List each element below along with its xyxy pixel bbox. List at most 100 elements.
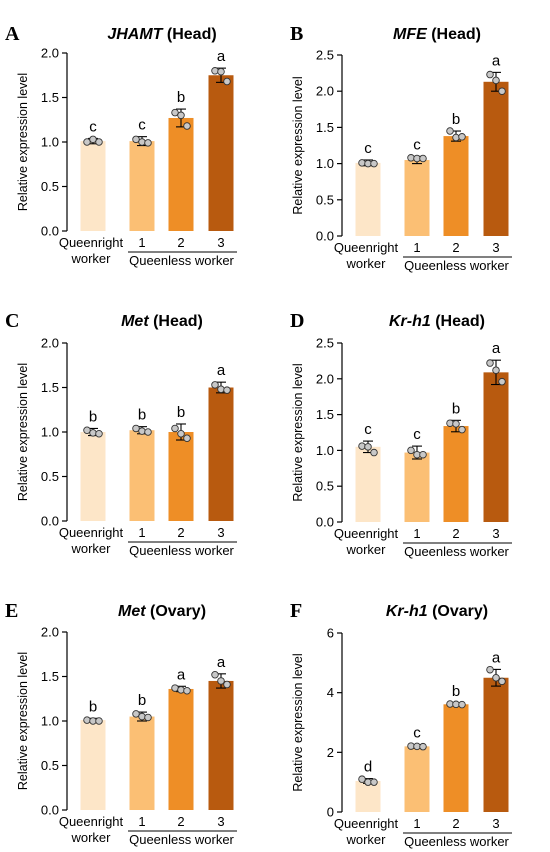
data-point bbox=[223, 77, 231, 86]
data-point bbox=[183, 122, 191, 130]
x-tick-label: 2 bbox=[177, 814, 184, 829]
y-tick-label: 1.5 bbox=[41, 669, 59, 684]
data-point bbox=[217, 67, 225, 76]
bar bbox=[168, 432, 194, 521]
bar bbox=[483, 372, 509, 522]
y-tick-label: 1.0 bbox=[41, 425, 59, 440]
significance-letter: b bbox=[138, 692, 146, 709]
x-tick-label: 2 bbox=[452, 240, 459, 255]
x-tick-label: 3 bbox=[217, 235, 224, 250]
significance-letter: b bbox=[138, 407, 146, 424]
significance-letter: b bbox=[177, 89, 185, 106]
data-point bbox=[407, 154, 415, 162]
data-point bbox=[486, 70, 494, 79]
x-label-worker: worker bbox=[345, 256, 386, 271]
data-point bbox=[144, 139, 152, 147]
x-label-queenright: Queenright bbox=[59, 525, 124, 540]
data-point bbox=[419, 450, 427, 459]
data-point bbox=[223, 680, 231, 689]
data-point bbox=[498, 87, 506, 95]
y-tick-label: 2.0 bbox=[41, 336, 59, 351]
x-label-queenless: Queenless worker bbox=[129, 832, 234, 847]
y-tick-label: 2 bbox=[327, 745, 334, 760]
bar bbox=[404, 746, 430, 812]
x-tick-label: 1 bbox=[138, 525, 145, 540]
significance-letter: a bbox=[177, 666, 186, 683]
y-tick-label: 1.5 bbox=[41, 90, 59, 105]
data-point bbox=[177, 686, 185, 694]
bar bbox=[80, 720, 106, 810]
x-label-queenless: Queenless worker bbox=[404, 834, 509, 849]
data-point bbox=[95, 430, 103, 438]
bar bbox=[80, 141, 106, 231]
x-label-queenright: Queenright bbox=[59, 814, 124, 829]
bar bbox=[355, 780, 381, 812]
x-tick-label: 3 bbox=[217, 814, 224, 829]
title-gene: Met bbox=[121, 313, 149, 330]
y-axis-label: Relative expression level bbox=[291, 76, 305, 214]
bar bbox=[129, 141, 155, 231]
y-axis-label: Relative expression level bbox=[291, 653, 305, 791]
y-tick-label: 0.0 bbox=[316, 229, 334, 244]
data-point bbox=[89, 429, 97, 437]
x-tick-label: 3 bbox=[217, 525, 224, 540]
data-point bbox=[492, 674, 500, 682]
x-tick-label: 3 bbox=[492, 526, 499, 541]
data-point bbox=[370, 778, 378, 786]
y-tick-label: 0.0 bbox=[316, 515, 334, 530]
data-point bbox=[217, 677, 225, 685]
title-tissue: (Head) bbox=[427, 26, 481, 43]
x-label-worker: worker bbox=[345, 542, 386, 557]
bar bbox=[208, 75, 234, 231]
y-tick-label: 0.5 bbox=[316, 479, 334, 494]
data-point bbox=[486, 359, 494, 367]
y-tick-label: 1.0 bbox=[41, 714, 59, 729]
y-tick-label: 4 bbox=[327, 685, 334, 700]
panel-letter: C bbox=[5, 310, 19, 332]
data-point bbox=[223, 386, 231, 394]
x-label-queenright: Queenright bbox=[59, 235, 124, 250]
y-tick-label: 2.0 bbox=[316, 371, 334, 386]
x-tick-label: 1 bbox=[413, 816, 420, 831]
y-tick-label: 1.5 bbox=[316, 407, 334, 422]
data-point bbox=[458, 133, 466, 141]
x-label-queenright: Queenright bbox=[334, 526, 399, 541]
title-gene: Kr-h1 bbox=[389, 313, 431, 330]
significance-letter: c bbox=[413, 136, 421, 153]
panel-b: B MFE (Head) Relative expression level 0.0 0… bbox=[290, 23, 512, 273]
significance-letter: a bbox=[217, 48, 226, 65]
x-tick-label: 1 bbox=[413, 240, 420, 255]
x-tick-label: 1 bbox=[138, 235, 145, 250]
x-label-queenless: Queenless worker bbox=[404, 544, 509, 559]
y-tick-label: 1.5 bbox=[316, 120, 334, 135]
y-tick-label: 0.5 bbox=[316, 192, 334, 207]
data-point bbox=[138, 712, 146, 721]
data-point bbox=[358, 159, 366, 167]
bar bbox=[404, 159, 430, 236]
significance-letter: a bbox=[217, 362, 226, 379]
data-point bbox=[419, 742, 427, 751]
y-axis-label: Relative expression level bbox=[16, 73, 30, 211]
bar bbox=[443, 704, 469, 812]
data-point bbox=[211, 381, 219, 389]
significance-letter: b bbox=[89, 698, 97, 715]
panel-letter: B bbox=[290, 23, 303, 45]
panel-a: A JHAMT (Head) Relative expression level 0.… bbox=[5, 23, 237, 268]
data-point bbox=[452, 420, 460, 428]
y-tick-label: 2.5 bbox=[316, 48, 334, 63]
data-point bbox=[138, 427, 146, 435]
y-axis-label: Relative expression level bbox=[16, 652, 30, 790]
significance-letter: b bbox=[89, 408, 97, 425]
x-tick-label: 2 bbox=[452, 816, 459, 831]
significance-letter: c bbox=[89, 118, 97, 135]
y-tick-label: 6 bbox=[327, 626, 334, 641]
bar bbox=[443, 426, 469, 522]
data-point bbox=[407, 446, 415, 455]
x-tick-label: 1 bbox=[138, 814, 145, 829]
y-tick-label: 1.0 bbox=[316, 156, 334, 171]
panel-title: Met (Ovary) bbox=[118, 603, 206, 620]
data-point bbox=[486, 665, 494, 674]
y-axis-label: Relative expression level bbox=[291, 363, 305, 501]
data-point bbox=[171, 424, 179, 433]
